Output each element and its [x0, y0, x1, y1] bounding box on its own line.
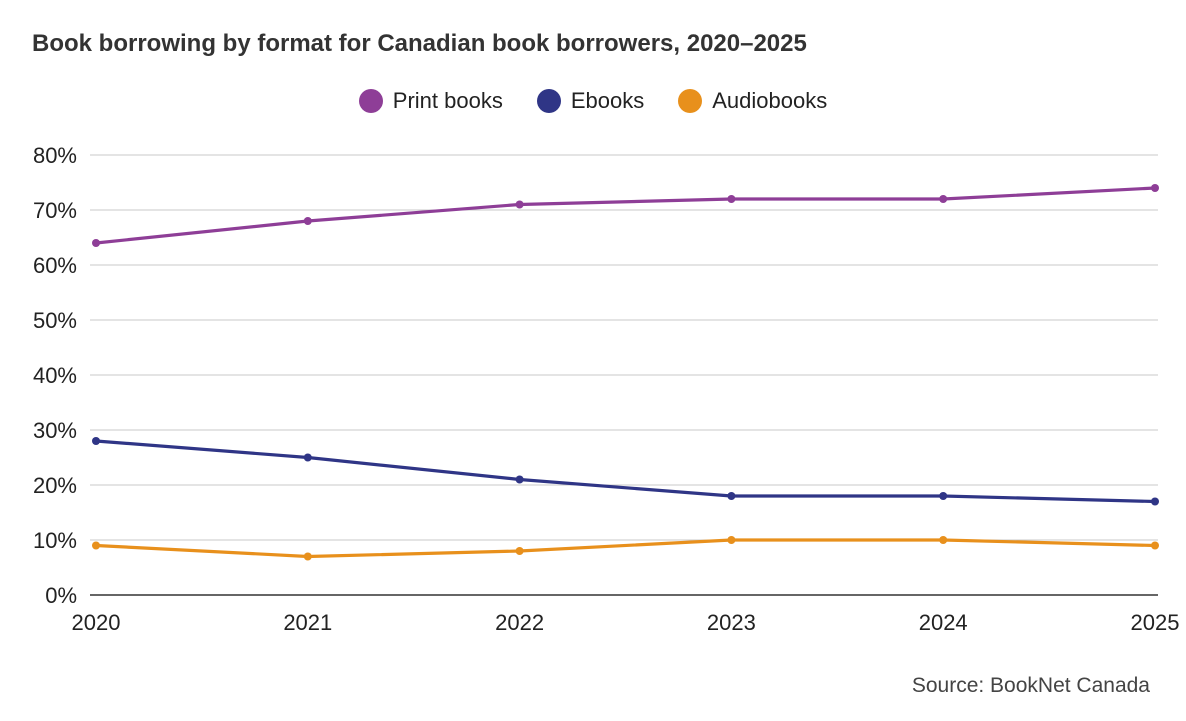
y-tick-label: 30%	[33, 418, 77, 443]
data-point-print-books	[303, 217, 312, 225]
legend-label-print-books: Print books	[392, 88, 503, 113]
x-axis-tick-labels: 2020 2021 2022 2023 2024 2025	[72, 610, 1180, 635]
x-tick-label: 2025	[1131, 610, 1180, 635]
y-tick-label: 80%	[33, 143, 77, 168]
legend-swatch-audiobooks	[678, 89, 703, 113]
x-tick-label: 2020	[72, 610, 121, 635]
x-tick-label: 2021	[283, 610, 332, 635]
legend-item-audiobooks[interactable]: Audiobooks	[678, 88, 827, 114]
data-point-print-books	[727, 195, 736, 203]
data-point-print-books	[1151, 184, 1159, 192]
data-point-audiobooks	[303, 552, 312, 561]
data-point-audiobooks	[515, 547, 524, 555]
source-note: Source: BookNet Canada	[911, 674, 1150, 697]
legend-label-ebooks: Ebooks	[570, 88, 645, 113]
data-point-print-books	[515, 200, 524, 209]
y-tick-label: 60%	[33, 253, 77, 278]
data-point-ebooks	[515, 475, 524, 484]
legend-item-ebooks[interactable]: Ebooks	[536, 88, 645, 114]
chart-legend: Print books Ebooks Audiobooks	[0, 88, 1186, 114]
x-tick-label: 2024	[919, 610, 968, 635]
legend-item-print-books[interactable]: Print books	[358, 88, 503, 114]
data-point-ebooks	[939, 492, 948, 500]
x-tick-label: 2022	[495, 610, 544, 635]
y-tick-label: 70%	[33, 198, 77, 223]
data-point-audiobooks	[939, 536, 948, 544]
y-tick-label: 20%	[33, 473, 77, 498]
data-point-print-books	[939, 195, 948, 203]
y-tick-label: 10%	[33, 528, 77, 553]
data-point-ebooks	[92, 437, 100, 445]
gridlines	[90, 154, 1158, 596]
data-point-ebooks	[727, 492, 736, 500]
data-point-audiobooks	[727, 536, 736, 544]
data-point-audiobooks	[1151, 541, 1159, 550]
data-point-print-books	[92, 239, 100, 247]
legend-swatch-print-books	[358, 89, 383, 113]
series-line-print-books	[94, 186, 1157, 245]
series-line-audiobooks	[94, 538, 1157, 559]
legend-label-audiobooks: Audiobooks	[712, 88, 828, 113]
x-tick-label: 2023	[707, 610, 756, 635]
series-line-ebooks	[94, 439, 1157, 504]
y-axis-tick-labels: 0% 10% 20% 30% 40% 50% 60% 70% 80%	[33, 143, 77, 608]
chart-title: Book borrowing by format for Canadian bo…	[32, 30, 807, 57]
y-tick-label: 0%	[45, 583, 77, 608]
legend-swatch-ebooks	[536, 89, 561, 113]
data-point-ebooks	[303, 453, 312, 462]
y-tick-label: 40%	[33, 363, 77, 388]
data-point-audiobooks	[92, 541, 100, 550]
y-tick-label: 50%	[33, 308, 77, 333]
data-point-ebooks	[1151, 497, 1159, 506]
series-lines	[92, 184, 1159, 561]
